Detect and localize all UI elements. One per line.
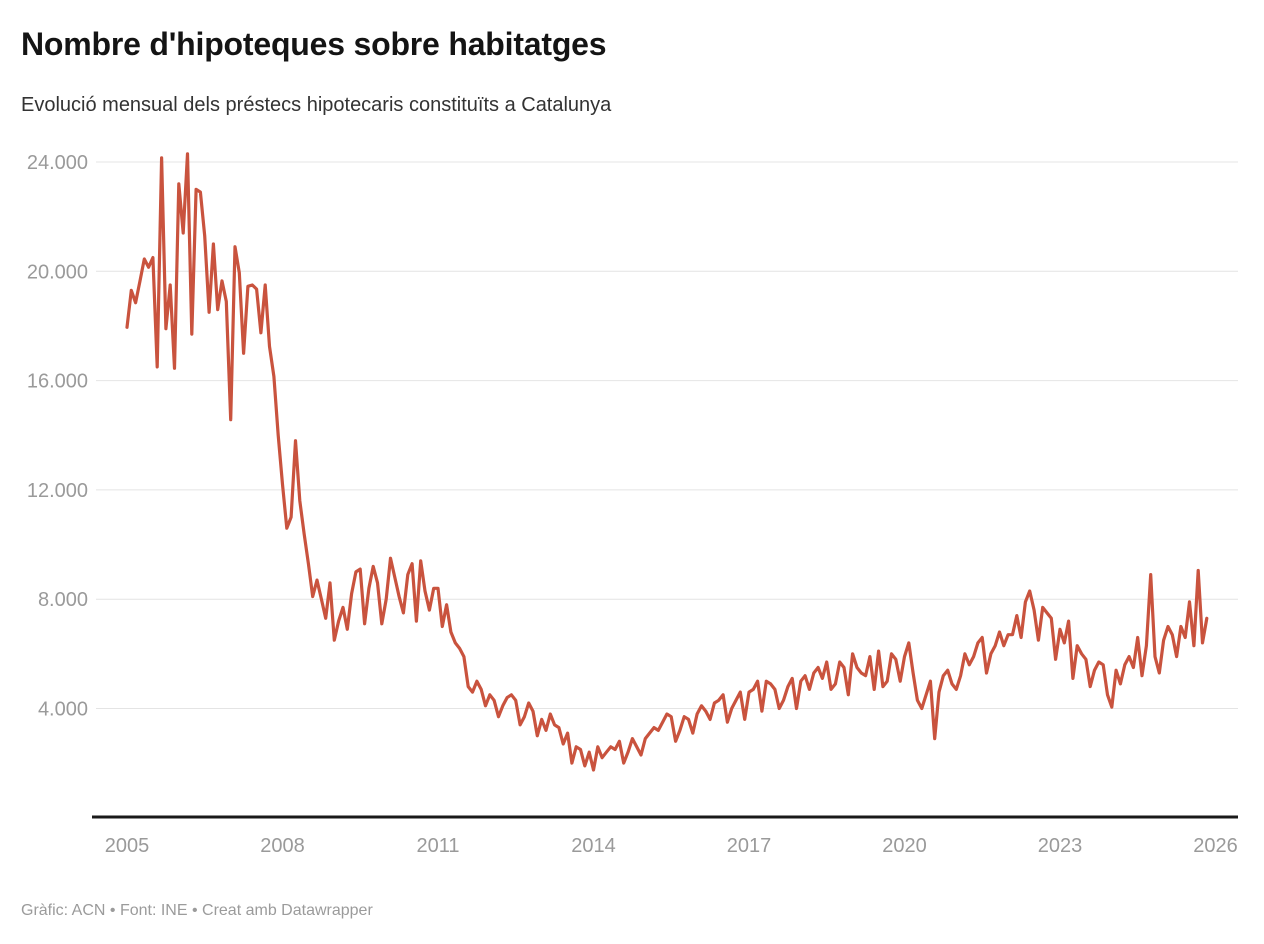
y-axis-label-20000: 20.000 — [27, 261, 88, 283]
x-axis-label-2011: 2011 — [416, 835, 459, 857]
mortgages-data-line — [125, 152, 1209, 772]
x-axis-label-2005: 2005 — [105, 835, 150, 857]
x-axis-label-2026: 2026 — [1193, 835, 1238, 857]
x-axis-label-2020: 2020 — [882, 835, 927, 857]
y-axis-label-4000: 4.000 — [38, 699, 88, 721]
x-axis-label-2023: 2023 — [1038, 835, 1083, 857]
y-axis-label-12000: 12.000 — [27, 480, 88, 502]
x-axis-label-2008: 2008 — [260, 835, 305, 857]
y-axis-label-8000: 8.000 — [38, 589, 88, 611]
y-axis-label-24000: 24.000 — [27, 152, 88, 174]
chart-title: Nombre d'hipoteques sobre habitatges — [21, 26, 607, 62]
chart-footer-attribution: Gràfic: ACN • Font: INE • Creat amb Data… — [21, 902, 373, 919]
chart-subtitle: Evolució mensual dels préstecs hipotecar… — [21, 94, 612, 116]
x-axis-label-2017: 2017 — [727, 835, 772, 857]
y-axis-label-16000: 16.000 — [27, 371, 88, 393]
x-axis-label-2014: 2014 — [571, 835, 616, 857]
